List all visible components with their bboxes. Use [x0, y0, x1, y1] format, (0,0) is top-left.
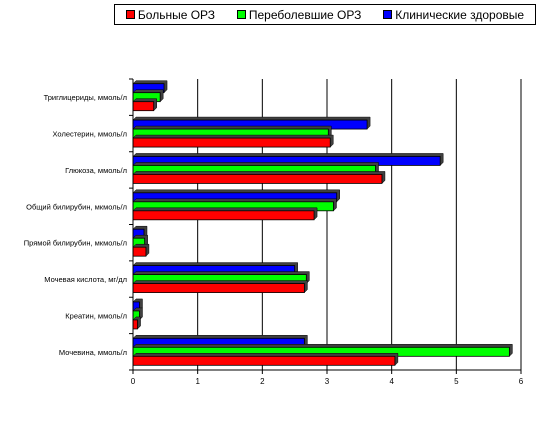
category-label-0: Триглицериды, ммоль/л — [44, 93, 127, 102]
category-label-7: Мочевина, ммоль/л — [59, 348, 127, 357]
legend-label-sick: Больные ОРЗ — [137, 7, 216, 22]
legend-item-sick: Больные ОРЗ — [125, 7, 216, 22]
legend-label-recovered: Переболевшие ОРЗ — [248, 7, 362, 22]
x-tick-label-1: 1 — [195, 377, 200, 386]
bar-0-0 — [132, 101, 155, 112]
bar-3-0 — [132, 210, 315, 221]
legend-item-recovered: Переболевшие ОРЗ — [236, 7, 362, 22]
bar-7-0 — [132, 355, 396, 366]
x-tick-label-3: 3 — [325, 377, 330, 386]
x-tick-label-6: 6 — [519, 377, 524, 386]
category-label-2: Глюкоза, ммоль/л — [65, 166, 127, 175]
category-label-3: Общий билирубин, мкмоль/л — [26, 202, 127, 211]
legend: Больные ОРЗ Переболевшие ОРЗ Клинические… — [114, 4, 536, 25]
x-tick-label-0: 0 — [131, 377, 136, 386]
legend-item-healthy: Клинические здоровые — [383, 8, 524, 22]
legend-swatch-sick — [125, 10, 135, 19]
category-label-4: Прямой билирубин, мкмоль/л — [24, 239, 127, 248]
category-label-5: Мочевая кислота, мг/дл — [44, 275, 127, 284]
bar-2-0 — [132, 174, 383, 184]
legend-swatch-recovered — [236, 10, 246, 19]
bar-1-0 — [132, 137, 331, 148]
legend-swatch-healthy — [383, 10, 393, 19]
legend-label-healthy: Клинические здоровые — [395, 7, 525, 22]
x-tick-label-5: 5 — [454, 377, 459, 386]
category-label-6: Креатин, ммоль/л — [65, 311, 127, 320]
bar-4-0 — [132, 246, 147, 257]
bar-5-0 — [132, 283, 305, 293]
category-label-1: Холестерин, ммоль/л — [53, 130, 127, 139]
x-tick-label-2: 2 — [260, 377, 265, 386]
x-tick-label-4: 4 — [389, 377, 394, 386]
bar-6-0 — [132, 319, 138, 330]
